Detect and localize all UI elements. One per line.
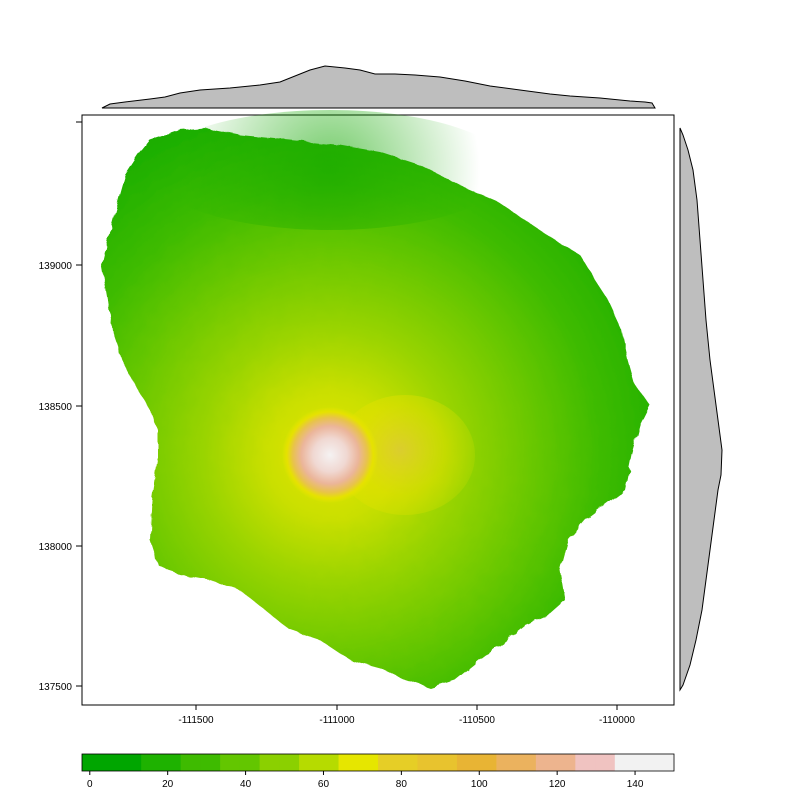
x-tick-label: -110500	[459, 715, 495, 726]
legend-swatch	[358, 754, 379, 771]
y-tick-label: 138000	[39, 542, 73, 553]
legend-tick-label: 140	[627, 779, 644, 790]
summit-peak	[282, 407, 378, 503]
legend-swatch	[496, 754, 517, 771]
x-tick: -110000	[599, 705, 635, 726]
legend-swatch	[121, 754, 142, 771]
legend-swatch	[279, 754, 300, 771]
legend-frame	[81, 753, 675, 772]
y-tick: 138000	[39, 542, 82, 553]
legend-swatch	[141, 754, 162, 771]
y-tick-label: 138500	[39, 402, 73, 413]
legend-swatch	[516, 754, 537, 771]
legend-tick-label: 0	[87, 779, 93, 790]
legend-swatch	[634, 754, 655, 771]
legend-tick-label: 120	[549, 779, 566, 790]
y-tick-label: 137500	[39, 682, 73, 693]
x-tick-label: -111000	[319, 715, 355, 726]
legend-swatch	[417, 754, 438, 771]
x-tick: -111000	[319, 705, 355, 726]
legend-swatch	[200, 754, 221, 771]
legend-swatch	[456, 754, 478, 771]
x-tick: -110500	[459, 705, 495, 726]
x-tick-label: -111500	[178, 715, 214, 726]
y-tick-label: 139000	[39, 261, 73, 272]
legend-tick-label: 40	[240, 779, 252, 790]
legend-swatch	[654, 754, 675, 771]
legend-swatch	[338, 754, 359, 771]
right-marginal-profile	[679, 127, 723, 692]
legend-swatch	[595, 754, 616, 771]
y-tick: 138500	[39, 402, 82, 413]
x-axis: -111500 -111000 -110500 -110000	[178, 705, 635, 726]
legend-tick-label: 80	[396, 779, 408, 790]
legend-tick-label: 100	[471, 779, 488, 790]
legend-swatches	[82, 754, 675, 771]
legend-swatch	[82, 754, 103, 771]
legend-swatch	[555, 754, 576, 771]
legend-swatch	[378, 754, 399, 771]
legend-ticks: 0 20 40 60 80 100 120 140	[87, 771, 644, 790]
top-marginal-profile	[101, 65, 656, 109]
y-axis: 139000 138500 138000 137500	[39, 121, 82, 693]
legend-swatch	[220, 754, 241, 771]
legend-swatch	[476, 754, 497, 771]
legend-tick-label: 60	[318, 779, 330, 790]
x-tick-label: -110000	[599, 715, 635, 726]
y-tick: 139000	[39, 261, 82, 272]
elevation-raster	[102, 110, 650, 688]
legend-swatch	[535, 754, 557, 771]
legend-swatch	[239, 754, 261, 771]
legend-swatch	[180, 754, 201, 771]
legend-swatch	[397, 754, 419, 771]
legend-swatch	[318, 754, 340, 771]
legend-swatch	[299, 754, 320, 771]
legend-swatch	[160, 754, 182, 771]
legend-swatch	[101, 754, 123, 771]
x-tick: -111500	[178, 705, 214, 726]
legend-swatch	[437, 754, 458, 771]
legend-swatch	[575, 754, 596, 771]
y-tick: 137500	[39, 682, 82, 693]
legend-swatch	[259, 754, 280, 771]
legend-tick-label: 20	[162, 779, 174, 790]
legend-swatch	[614, 754, 636, 771]
color-legend: 0 20 40 60 80 100 120 140	[81, 753, 675, 790]
